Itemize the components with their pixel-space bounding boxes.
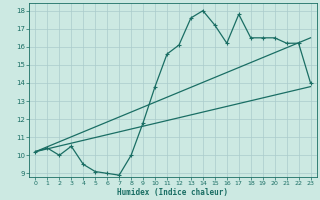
X-axis label: Humidex (Indice chaleur): Humidex (Indice chaleur): [117, 188, 228, 197]
